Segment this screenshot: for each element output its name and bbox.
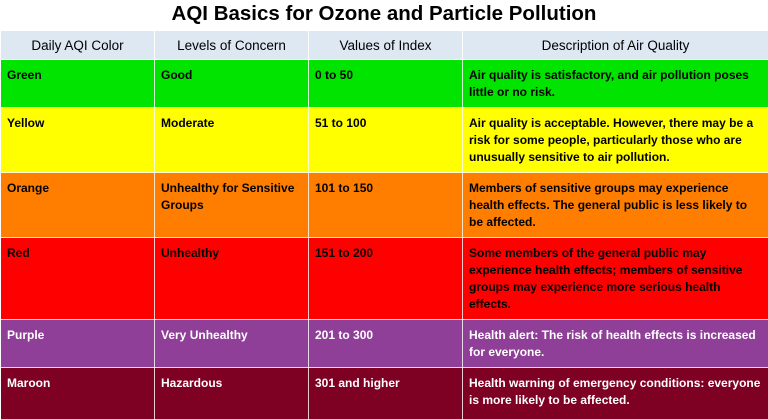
header-daily-aqi-color: Daily AQI Color [1,31,155,60]
table-row-red: Red Unhealthy 151 to 200 Some members of… [1,238,768,320]
cell-color: Orange [1,173,155,238]
table-row-purple: Purple Very Unhealthy 201 to 300 Health … [1,320,768,368]
page-title: AQI Basics for Ozone and Particle Pollut… [0,0,768,30]
table-row-yellow: Yellow Moderate 51 to 100 Air quality is… [1,108,768,173]
aqi-table: Daily AQI Color Levels of Concern Values… [0,30,768,420]
table-header-row: Daily AQI Color Levels of Concern Values… [1,31,768,60]
cell-level: Hazardous [155,368,309,420]
cell-description: Health warning of emergency conditions: … [463,368,768,420]
table-row-maroon: Maroon Hazardous 301 and higher Health w… [1,368,768,420]
cell-color: Red [1,238,155,320]
cell-color: Maroon [1,368,155,420]
header-levels-of-concern: Levels of Concern [155,31,309,60]
cell-values: 151 to 200 [309,238,463,320]
cell-description: Air quality is satisfactory, and air pol… [463,60,768,108]
cell-values: 0 to 50 [309,60,463,108]
header-values-of-index: Values of Index [309,31,463,60]
cell-color: Yellow [1,108,155,173]
cell-level: Unhealthy [155,238,309,320]
cell-values: 301 and higher [309,368,463,420]
cell-level: Moderate [155,108,309,173]
header-description: Description of Air Quality [463,31,768,60]
cell-description: Air quality is acceptable. However, ther… [463,108,768,173]
cell-description: Members of sensitive groups may experien… [463,173,768,238]
cell-level: Very Unhealthy [155,320,309,368]
cell-description: Health alert: The risk of health effects… [463,320,768,368]
cell-values: 201 to 300 [309,320,463,368]
cell-level: Unhealthy for Sensitive Groups [155,173,309,238]
cell-level: Good [155,60,309,108]
table-row-orange: Orange Unhealthy for Sensitive Groups 10… [1,173,768,238]
cell-color: Green [1,60,155,108]
cell-values: 101 to 150 [309,173,463,238]
cell-description: Some members of the general public may e… [463,238,768,320]
cell-color: Purple [1,320,155,368]
cell-values: 51 to 100 [309,108,463,173]
table-row-green: Green Good 0 to 50 Air quality is satisf… [1,60,768,108]
